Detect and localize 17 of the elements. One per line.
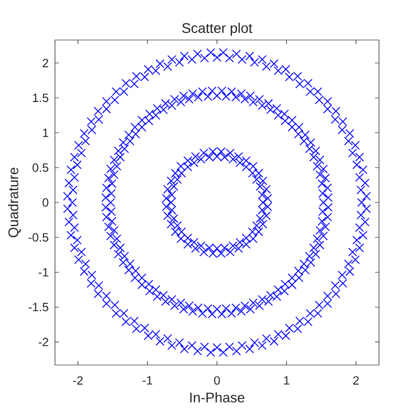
chart-title: Scatter plot	[182, 22, 252, 36]
x-tick-label: -2	[73, 376, 83, 385]
y-tick-label: -2	[38, 338, 48, 346]
y-tick-label: 2	[42, 58, 48, 68]
y-tick-label: -0.5	[28, 233, 48, 242]
x-tick-label: -1	[142, 376, 152, 384]
y-tick-label: -1.5	[28, 302, 48, 312]
x-tick-label: 1	[284, 376, 290, 384]
x-axis-title: In-Phase	[190, 392, 244, 402]
x-tick-label: 0	[214, 376, 220, 385]
x-tick-label: 2	[353, 376, 359, 385]
y-tick-label: 0	[42, 198, 48, 207]
y-tick-label: 1.5	[33, 94, 48, 102]
y-tick-label: 0.5	[32, 163, 48, 172]
y-tick-label: -1	[38, 268, 48, 276]
y-axis-title: Quadrature	[8, 168, 21, 238]
y-tick-label: 1	[43, 128, 48, 137]
